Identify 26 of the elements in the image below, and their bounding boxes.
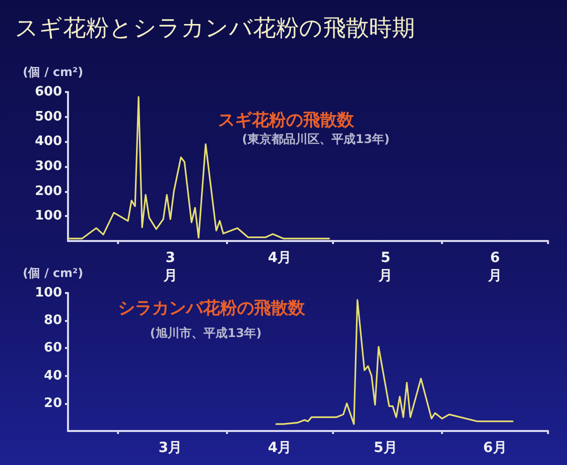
annotation: シラカンバ花粉の飛散数: [118, 298, 306, 318]
y-tick-label: 500: [34, 109, 62, 124]
y-tick-label: 600: [34, 84, 62, 100]
annotation: スギ花粉の飛散数: [218, 110, 355, 130]
y-tick-label: 400: [34, 134, 62, 150]
annotation: (旭川市、平成13年): [150, 326, 262, 340]
chart-title: スギ花粉とシラカンバ花粉の飛散時期: [15, 16, 415, 42]
x-tick-label: 5月: [374, 440, 398, 456]
y-tick-label: 20: [44, 396, 62, 411]
annotation: (東京都品川区、平成13年): [242, 132, 390, 146]
x-tick-label: 6月: [483, 440, 507, 456]
y-tick-label: 300: [34, 159, 62, 174]
x-tick-label: 4月: [268, 440, 292, 456]
x-tick-label: 5 月: [378, 250, 393, 284]
x-tick-label: 4月: [268, 250, 292, 266]
y-tick-label: 60: [44, 340, 62, 356]
x-tick-label: 6 月: [487, 250, 502, 284]
y-tick-label: 80: [44, 313, 62, 328]
y-tick-label: 40: [44, 368, 62, 384]
y-axis-title: (個 / cm²): [22, 65, 84, 79]
x-tick-label: 3月: [158, 440, 182, 456]
y-tick-label: 100: [34, 286, 62, 300]
y-tick-label: 100: [34, 208, 62, 224]
x-tick-label: 3 月: [162, 250, 178, 284]
y-tick-label: 200: [34, 184, 62, 199]
y-axis-title: (個 / cm²): [22, 266, 84, 280]
